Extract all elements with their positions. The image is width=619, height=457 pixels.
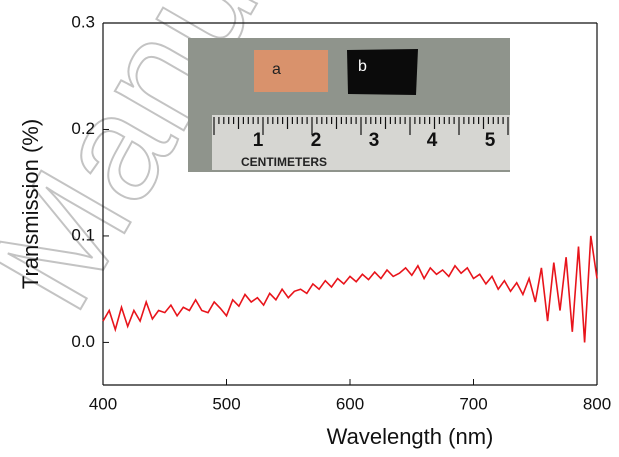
sample-a <box>254 50 328 92</box>
ruler-number: 3 <box>369 130 380 151</box>
ruler-unit: CENTIMETERS <box>241 155 327 169</box>
inset-photo: a b 1 2 3 4 5 CENTIMETERS <box>188 38 510 172</box>
y-tick-label: 0.1 <box>71 225 95 244</box>
x-tick-label: 800 <box>583 394 611 413</box>
ruler-number: 5 <box>485 130 496 151</box>
sample-a-label: a <box>272 61 281 78</box>
x-tick-label: 600 <box>336 394 364 413</box>
sample-b <box>347 49 418 95</box>
x-tick-label: 700 <box>459 394 487 413</box>
x-axis-label: Wavelength (nm) <box>327 424 494 449</box>
y-axis-label: Transmission (%) <box>18 119 43 289</box>
ruler-number: 2 <box>311 130 322 151</box>
ruler-number: 1 <box>253 130 264 151</box>
y-tick-label: 0.2 <box>71 119 95 138</box>
x-tick-label: 400 <box>89 394 117 413</box>
ruler-number: 4 <box>427 130 438 151</box>
data-line <box>102 235 598 343</box>
x-tick-label: 500 <box>212 394 240 413</box>
sample-b-label: b <box>358 58 367 75</box>
y-tick-label: 0.3 <box>71 12 95 31</box>
y-tick-label: 0.0 <box>71 332 95 351</box>
